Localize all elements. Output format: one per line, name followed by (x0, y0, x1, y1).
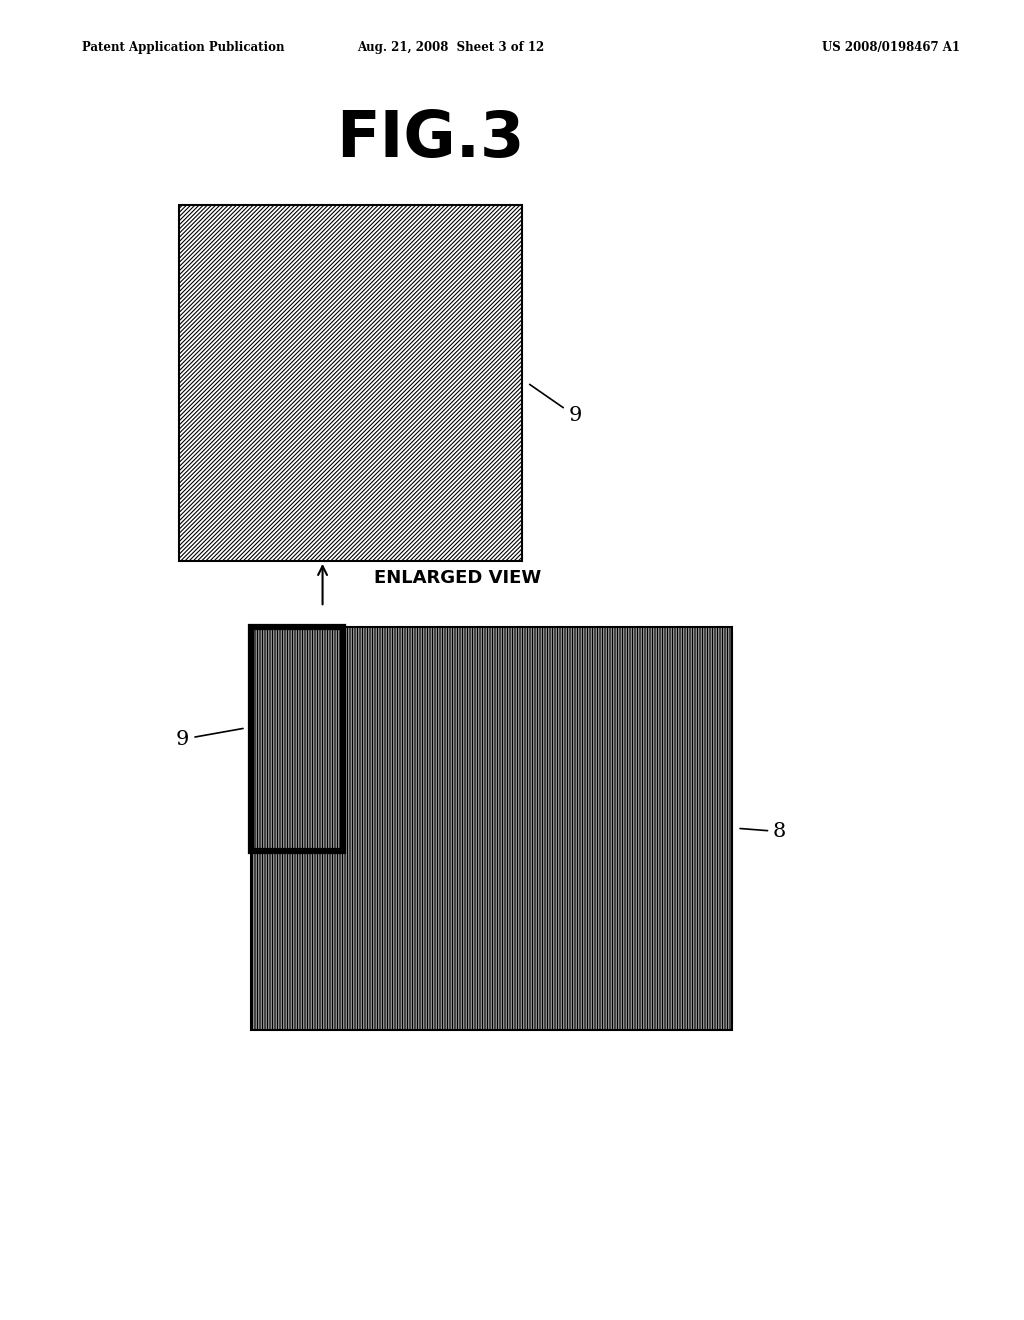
Text: 8: 8 (740, 822, 786, 841)
Text: 9: 9 (176, 729, 243, 748)
Text: Patent Application Publication: Patent Application Publication (82, 41, 285, 54)
Text: ENLARGED VIEW: ENLARGED VIEW (374, 569, 541, 587)
Text: FIG.3: FIG.3 (336, 108, 524, 169)
Bar (179, 205, 522, 561)
Text: 9: 9 (529, 384, 582, 425)
Text: Aug. 21, 2008  Sheet 3 of 12: Aug. 21, 2008 Sheet 3 of 12 (357, 41, 544, 54)
Text: US 2008/0198467 A1: US 2008/0198467 A1 (822, 41, 959, 54)
Bar (251, 627, 732, 1030)
Bar (251, 627, 343, 851)
